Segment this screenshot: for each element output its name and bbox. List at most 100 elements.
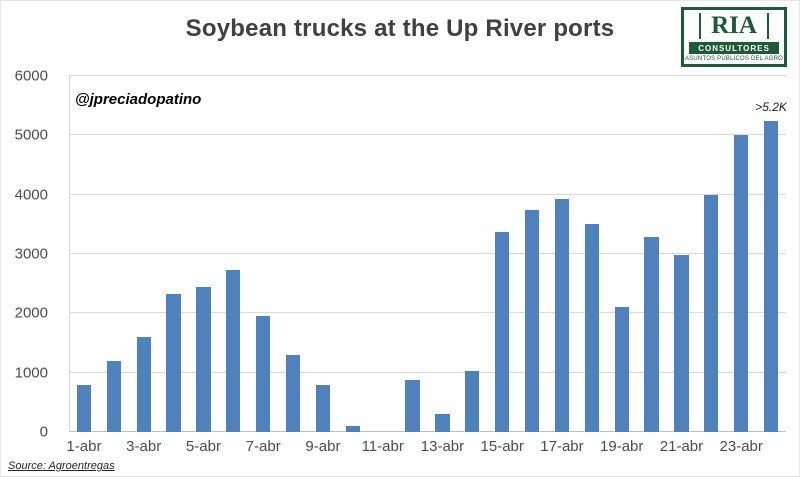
x-tick-label: 11-abr — [361, 438, 404, 455]
x-tick-label: 1-abr — [66, 438, 102, 455]
x-tick-label: 21-abr — [659, 438, 704, 455]
bar — [196, 286, 211, 432]
x-tick-cell — [99, 438, 129, 456]
x-tick-label: 15-abr — [480, 438, 524, 455]
x-tick-cell — [218, 438, 248, 456]
bar — [136, 337, 151, 432]
bar-cell — [428, 76, 458, 432]
bar — [763, 121, 779, 432]
y-tick-label: 1000 — [14, 364, 48, 382]
bar — [584, 224, 599, 432]
bar-cell — [637, 76, 667, 432]
x-tick-cell — [278, 438, 308, 456]
bar — [465, 370, 480, 432]
x-tick-cell: 17-abr — [540, 438, 583, 456]
y-tick-label: 2000 — [14, 304, 48, 322]
bar-cell — [517, 76, 547, 432]
x-tick-cell: 9-abr — [305, 438, 341, 456]
bar-cell — [457, 76, 487, 432]
x-tick-label: 19-abr — [600, 438, 644, 455]
bar — [644, 236, 659, 432]
bar — [315, 384, 331, 432]
x-tick-cell — [756, 438, 786, 456]
plot-area: >5.2K — [69, 75, 787, 432]
bar — [345, 426, 360, 432]
bar — [435, 414, 450, 432]
y-tick-label: 0 — [39, 423, 48, 441]
gridline — [69, 193, 786, 195]
gridline — [69, 312, 786, 314]
bar — [614, 307, 629, 432]
logo-consultores-strip: CONSULTORES — [689, 42, 779, 55]
y-axis-labels: 0 1000 2000 3000 4000 5000 6000 — [1, 69, 61, 440]
x-tick-label: 5-abr — [185, 438, 221, 455]
bar — [734, 135, 749, 432]
x-tick-label: 13-abr — [420, 438, 465, 455]
bar — [674, 255, 689, 432]
bar — [106, 360, 121, 432]
bar-cell — [129, 76, 159, 432]
y-tick-label: 6000 — [14, 67, 48, 85]
bar-cell — [308, 76, 338, 432]
bar-cell — [218, 76, 248, 432]
logo-brand-text: RIA — [699, 12, 769, 40]
logo-tagline: ASUNTOS PÚBLICOS DEL AGRO — [684, 56, 784, 63]
x-tick-label: 17-abr — [540, 438, 584, 455]
bar-cell — [667, 76, 697, 432]
bar — [76, 384, 92, 432]
chart-title: Soybean trucks at the Up River ports — [185, 15, 615, 42]
bar — [256, 316, 271, 432]
x-tick-label: 3-abr — [126, 438, 162, 455]
bar-cell — [577, 76, 607, 432]
bar-cell — [696, 76, 726, 432]
gridline — [69, 371, 786, 373]
bar-series: >5.2K — [69, 76, 787, 432]
x-tick-cell — [159, 438, 189, 456]
y-axis-line — [69, 76, 70, 432]
logo-brand-row: RIA — [684, 12, 784, 40]
bar — [166, 293, 181, 432]
gridline — [69, 134, 786, 136]
bar — [554, 198, 570, 432]
x-tick-cell: 5-abr — [185, 438, 221, 456]
bar-cell — [189, 76, 219, 432]
x-tick-label: 7-abr — [245, 438, 281, 455]
bar — [226, 270, 241, 432]
x-tick-cell: 3-abr — [126, 438, 162, 456]
bar-cell — [487, 76, 517, 432]
bar-cell — [69, 76, 99, 432]
y-tick-label: 5000 — [14, 126, 48, 144]
bar — [405, 379, 420, 432]
bar-cell — [278, 76, 308, 432]
source-note: Source: Agroentregas — [8, 460, 115, 472]
bar-cell — [159, 76, 189, 432]
bar-cell — [726, 76, 756, 432]
x-tick-cell: 23-abr — [720, 438, 763, 456]
bar-cell — [368, 76, 398, 432]
bar-cell — [547, 76, 577, 432]
x-tick-label: 23-abr — [719, 438, 763, 455]
x-tick-cell: 21-abr — [660, 438, 703, 456]
x-tick-cell: 19-abr — [600, 438, 643, 456]
bar-cell: >5.2K — [755, 76, 787, 432]
y-tick-label: 3000 — [14, 245, 48, 263]
bar — [524, 209, 540, 432]
x-tick-cell: 15-abr — [481, 438, 524, 456]
bar — [495, 232, 510, 432]
bar — [704, 194, 719, 432]
bar — [285, 354, 301, 432]
bar-cell — [398, 76, 428, 432]
x-axis-labels: 1-abr 3-abr 5-abr 7-abr 9-abr 11-abr 13-abr 15-… — [66, 438, 786, 456]
bar-cell — [607, 76, 637, 432]
bar-cell — [99, 76, 129, 432]
x-tick-label: 9-abr — [305, 438, 341, 455]
x-tick-cell: 11-abr — [362, 438, 404, 456]
x-axis-line — [69, 431, 786, 432]
x-tick-cell: 1-abr — [66, 438, 102, 456]
watermark-handle: @jpreciadopatino — [75, 91, 202, 108]
gridline — [69, 75, 786, 76]
data-label-annotation: >5.2K — [755, 100, 787, 115]
ria-consultores-logo: RIA CONSULTORES ASUNTOS PÚBLICOS DEL AGR… — [681, 7, 787, 68]
x-tick-cell: 7-abr — [245, 438, 281, 456]
